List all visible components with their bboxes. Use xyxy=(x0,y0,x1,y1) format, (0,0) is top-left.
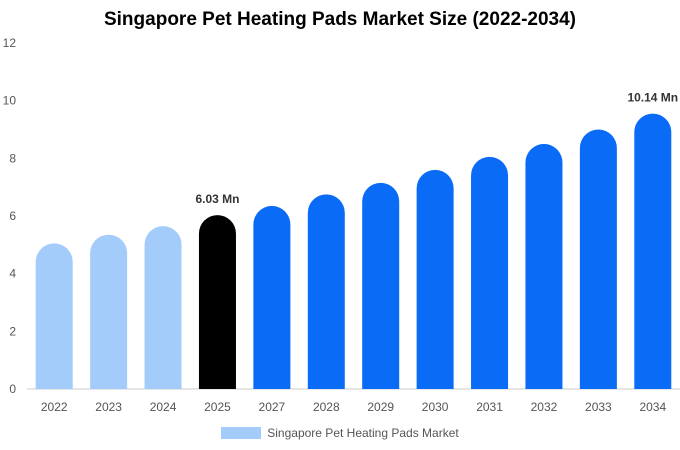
y-tick-label: 6 xyxy=(9,209,16,223)
bars xyxy=(35,113,672,389)
x-tick-label: 2023 xyxy=(95,400,122,414)
data-label-2034: 10.14 Mn xyxy=(627,91,678,105)
bar-2024 xyxy=(144,226,182,389)
y-tick-label: 4 xyxy=(9,267,16,281)
bar-2033 xyxy=(579,129,617,389)
bar-2030 xyxy=(416,169,454,389)
bar-2025 xyxy=(198,215,236,389)
y-tick-label: 12 xyxy=(3,36,17,50)
bar-2029 xyxy=(362,182,400,389)
x-axis-ticks: 2022 2023 2024 2025 2027 2028 2029 2030 2031 2032… xyxy=(41,400,667,414)
y-tick-label: 2 xyxy=(9,324,16,338)
x-tick-label: 2029 xyxy=(367,400,394,414)
data-labels: 6.03 Mn 10.14 Mn xyxy=(195,91,678,206)
x-tick-label: 2033 xyxy=(585,400,612,414)
x-tick-label: 2025 xyxy=(204,400,231,414)
x-tick-label: 2027 xyxy=(259,400,286,414)
bar-2032 xyxy=(525,143,563,389)
bar-2027 xyxy=(253,205,291,389)
bar-2022 xyxy=(35,243,73,389)
y-axis-ticks: 0 2 4 6 8 10 12 xyxy=(3,36,17,396)
y-tick-label: 10 xyxy=(3,94,17,108)
bar-2023 xyxy=(90,234,128,389)
x-tick-label: 2022 xyxy=(41,400,68,414)
bar-2028 xyxy=(307,194,345,389)
y-tick-label: 8 xyxy=(9,151,16,165)
bar-2031 xyxy=(471,156,509,389)
x-tick-label: 2030 xyxy=(422,400,449,414)
x-tick-label: 2031 xyxy=(476,400,503,414)
x-tick-label: 2028 xyxy=(313,400,340,414)
y-tick-label: 0 xyxy=(9,382,16,396)
chart-title: Singapore Pet Heating Pads Market Size (… xyxy=(103,9,576,30)
bar-2034 xyxy=(634,113,672,389)
x-tick-label: 2024 xyxy=(150,400,177,414)
x-tick-label: 2034 xyxy=(639,400,666,414)
x-tick-label: 2032 xyxy=(531,400,558,414)
data-label-2025: 6.03 Mn xyxy=(195,192,239,206)
legend-swatch xyxy=(221,427,262,439)
legend-label: Singapore Pet Heating Pads Market xyxy=(267,426,459,440)
legend: Singapore Pet Heating Pads Market xyxy=(0,426,680,440)
